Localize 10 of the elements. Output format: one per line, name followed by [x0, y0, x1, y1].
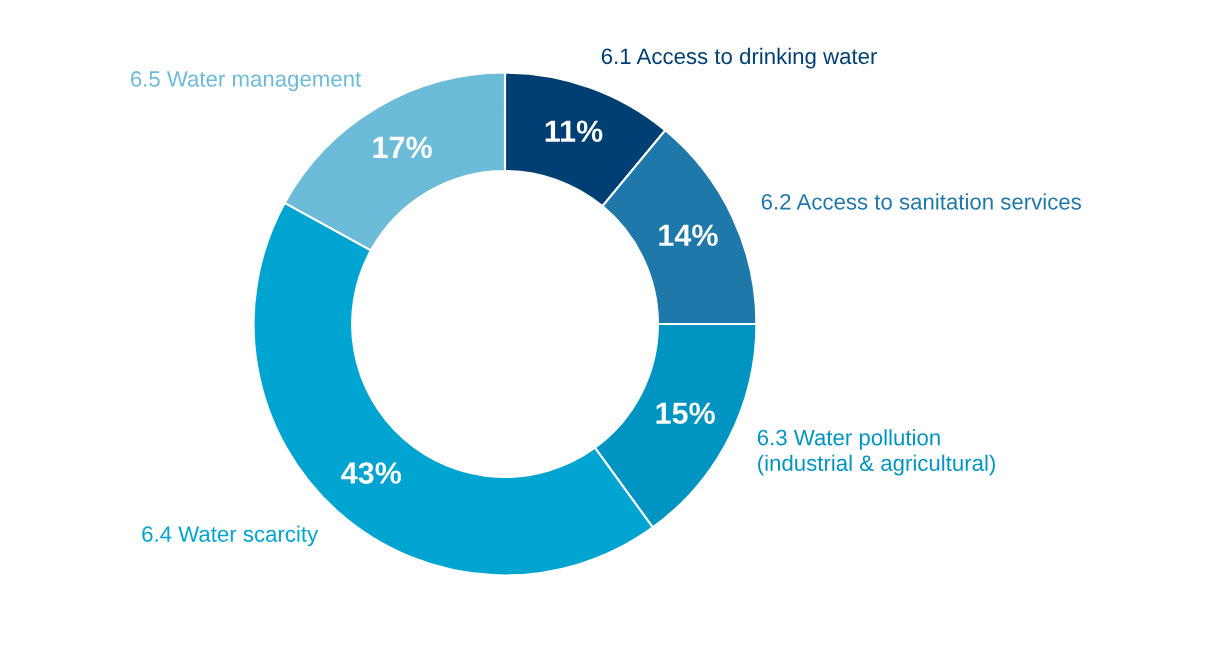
slice-label: 6.2 Access to sanitation services	[761, 193, 1081, 210]
slice-label: 6.5 Water management	[130, 71, 362, 92]
slice-label: 6.3 Water pollution (industrial & agricultural)	[757, 429, 995, 476]
slice-label: 6.4 Water scarcity	[142, 525, 319, 547]
data-label: 14%	[659, 224, 718, 247]
data-label: 15%	[656, 402, 715, 424]
data-label: 43%	[341, 462, 402, 484]
data-label: 17%	[373, 136, 432, 159]
slice-label: 6.1 Access to drinking water	[601, 47, 878, 69]
data-label: 11%	[545, 120, 603, 142]
